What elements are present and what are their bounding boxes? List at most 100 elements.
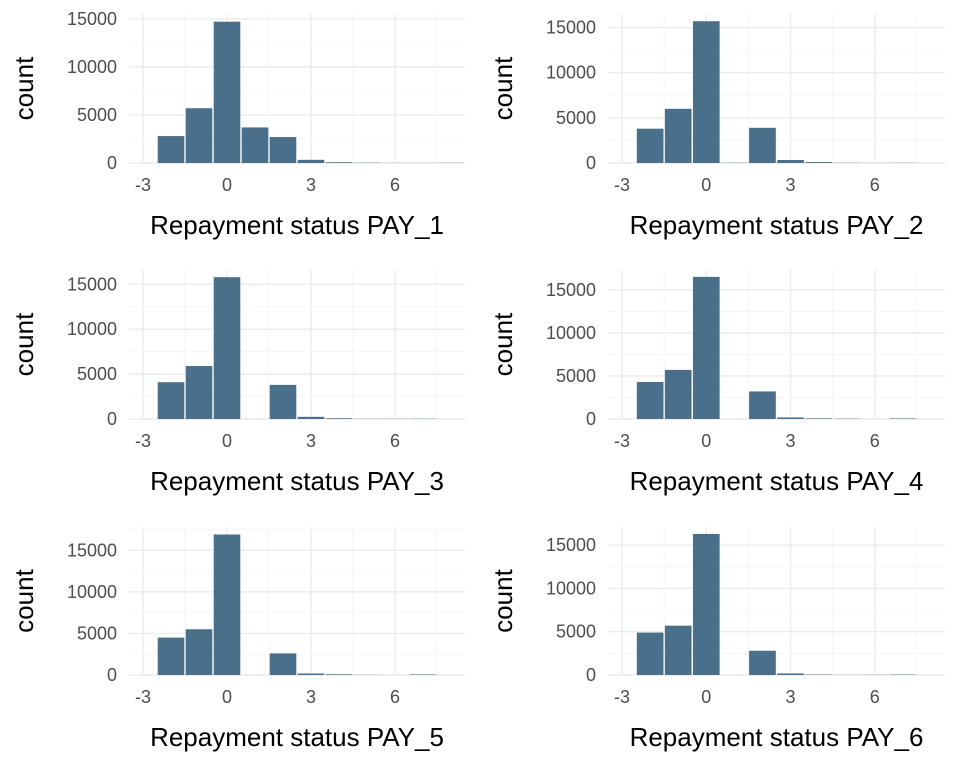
grid-panel-6 — [608, 527, 945, 676]
x-tick-label: 6 — [390, 687, 400, 707]
y-tick-label: 10000 — [546, 63, 596, 83]
bar — [664, 108, 692, 163]
bar — [777, 160, 804, 163]
y-tick-label: 0 — [586, 409, 596, 429]
bar — [664, 369, 692, 419]
bar — [157, 637, 185, 675]
x-axis-title: Repayment status PAY_3 — [150, 466, 444, 496]
bar — [805, 418, 832, 419]
x-tick-label: 0 — [701, 687, 711, 707]
bar — [185, 366, 213, 419]
bar — [185, 629, 213, 675]
bar — [749, 391, 776, 419]
bar — [692, 276, 720, 419]
bar — [269, 137, 297, 163]
x-tick-label: -3 — [135, 175, 151, 195]
y-tick-label: 10000 — [67, 582, 117, 602]
bar — [213, 277, 241, 419]
y-tick-label: 0 — [107, 665, 117, 685]
x-tick-label: 0 — [222, 175, 232, 195]
x-axis-title: Repayment status PAY_6 — [630, 722, 924, 752]
y-tick-label: 15000 — [546, 280, 596, 300]
bar — [157, 382, 185, 419]
y-tick-label: 0 — [586, 665, 596, 685]
x-tick-label: 3 — [306, 175, 316, 195]
bar — [269, 384, 297, 419]
y-tick-label: 0 — [107, 153, 117, 173]
y-tick-label: 15000 — [67, 9, 117, 29]
bar — [297, 416, 325, 419]
x-tick-label: 3 — [306, 431, 316, 451]
bar — [185, 108, 213, 163]
bar — [692, 533, 720, 675]
bar — [749, 127, 776, 163]
bar — [889, 418, 917, 419]
x-axis-title: Repayment status PAY_1 — [150, 210, 444, 240]
x-tick-label: 6 — [870, 175, 880, 195]
bar — [805, 162, 832, 163]
grid-panel-5 — [129, 527, 465, 676]
bar — [269, 653, 297, 675]
y-tick-label: 10000 — [67, 57, 117, 77]
x-tick-label: 0 — [222, 687, 232, 707]
x-tick-label: 0 — [222, 431, 232, 451]
bar — [325, 162, 353, 163]
y-tick-label: 5000 — [77, 105, 117, 125]
x-axis-title: Repayment status PAY_4 — [630, 466, 924, 496]
x-tick-label: 6 — [390, 175, 400, 195]
y-tick-label: 10000 — [67, 319, 117, 339]
y-tick-label: 5000 — [556, 622, 596, 642]
x-tick-label: 6 — [870, 431, 880, 451]
x-tick-label: -3 — [614, 431, 630, 451]
bar — [213, 534, 241, 675]
y-tick-label: 0 — [586, 153, 596, 173]
panel-6: -3 0 3 6 0 5000 10000 15000 Repayment status PAY… — [488, 527, 945, 752]
bar — [777, 417, 804, 419]
x-tick-label: 6 — [390, 431, 400, 451]
x-tick-label: 3 — [306, 687, 316, 707]
grid-panel-4 — [608, 270, 945, 420]
panel-1: -3 0 3 6 0 5000 10000 15000 Repayment status PAY… — [9, 9, 465, 240]
y-tick-label: 5000 — [556, 366, 596, 386]
x-tick-label: 0 — [701, 431, 711, 451]
y-tick-label: 15000 — [67, 540, 117, 560]
y-axis-title: count — [9, 56, 39, 120]
bar — [325, 674, 353, 675]
panel-5: -3 0 3 6 0 5000 10000 15000 Repayment status PAY… — [9, 527, 465, 752]
bar — [749, 650, 776, 675]
x-axis-title: Repayment status PAY_2 — [630, 210, 924, 240]
bar — [777, 673, 804, 675]
bar — [325, 418, 353, 419]
y-axis-title: count — [9, 312, 39, 376]
bar — [664, 625, 692, 675]
y-axis-title: count — [488, 312, 518, 376]
grid-panel-1 — [129, 14, 465, 164]
x-tick-label: 6 — [870, 687, 880, 707]
y-axis-title: count — [488, 568, 518, 632]
bar — [692, 21, 720, 163]
y-tick-label: 5000 — [77, 364, 117, 384]
bar — [241, 127, 269, 163]
x-tick-label: -3 — [614, 687, 630, 707]
panel-4: -3 0 3 6 0 5000 10000 15000 Repayment status PAY… — [488, 270, 945, 496]
panel-2: -3 0 3 6 0 5000 10000 15000 Repayment status PAY… — [488, 14, 945, 240]
panel-3: -3 0 3 6 0 5000 10000 15000 Repayment status PAY… — [9, 270, 465, 496]
y-tick-label: 10000 — [546, 323, 596, 343]
bar — [297, 673, 325, 675]
bar — [297, 159, 325, 163]
y-tick-label: 15000 — [546, 535, 596, 555]
bar — [636, 632, 664, 675]
y-axis-title: count — [488, 56, 518, 120]
x-tick-label: -3 — [614, 175, 630, 195]
x-tick-label: -3 — [135, 687, 151, 707]
y-tick-label: 15000 — [546, 18, 596, 38]
x-tick-label: 0 — [701, 175, 711, 195]
x-axis-title: Repayment status PAY_5 — [150, 722, 444, 752]
x-tick-label: 3 — [786, 175, 796, 195]
x-tick-label: -3 — [135, 431, 151, 451]
y-axis-title: count — [9, 568, 39, 632]
y-tick-label: 0 — [107, 409, 117, 429]
bar — [157, 136, 185, 163]
y-tick-label: 5000 — [556, 108, 596, 128]
